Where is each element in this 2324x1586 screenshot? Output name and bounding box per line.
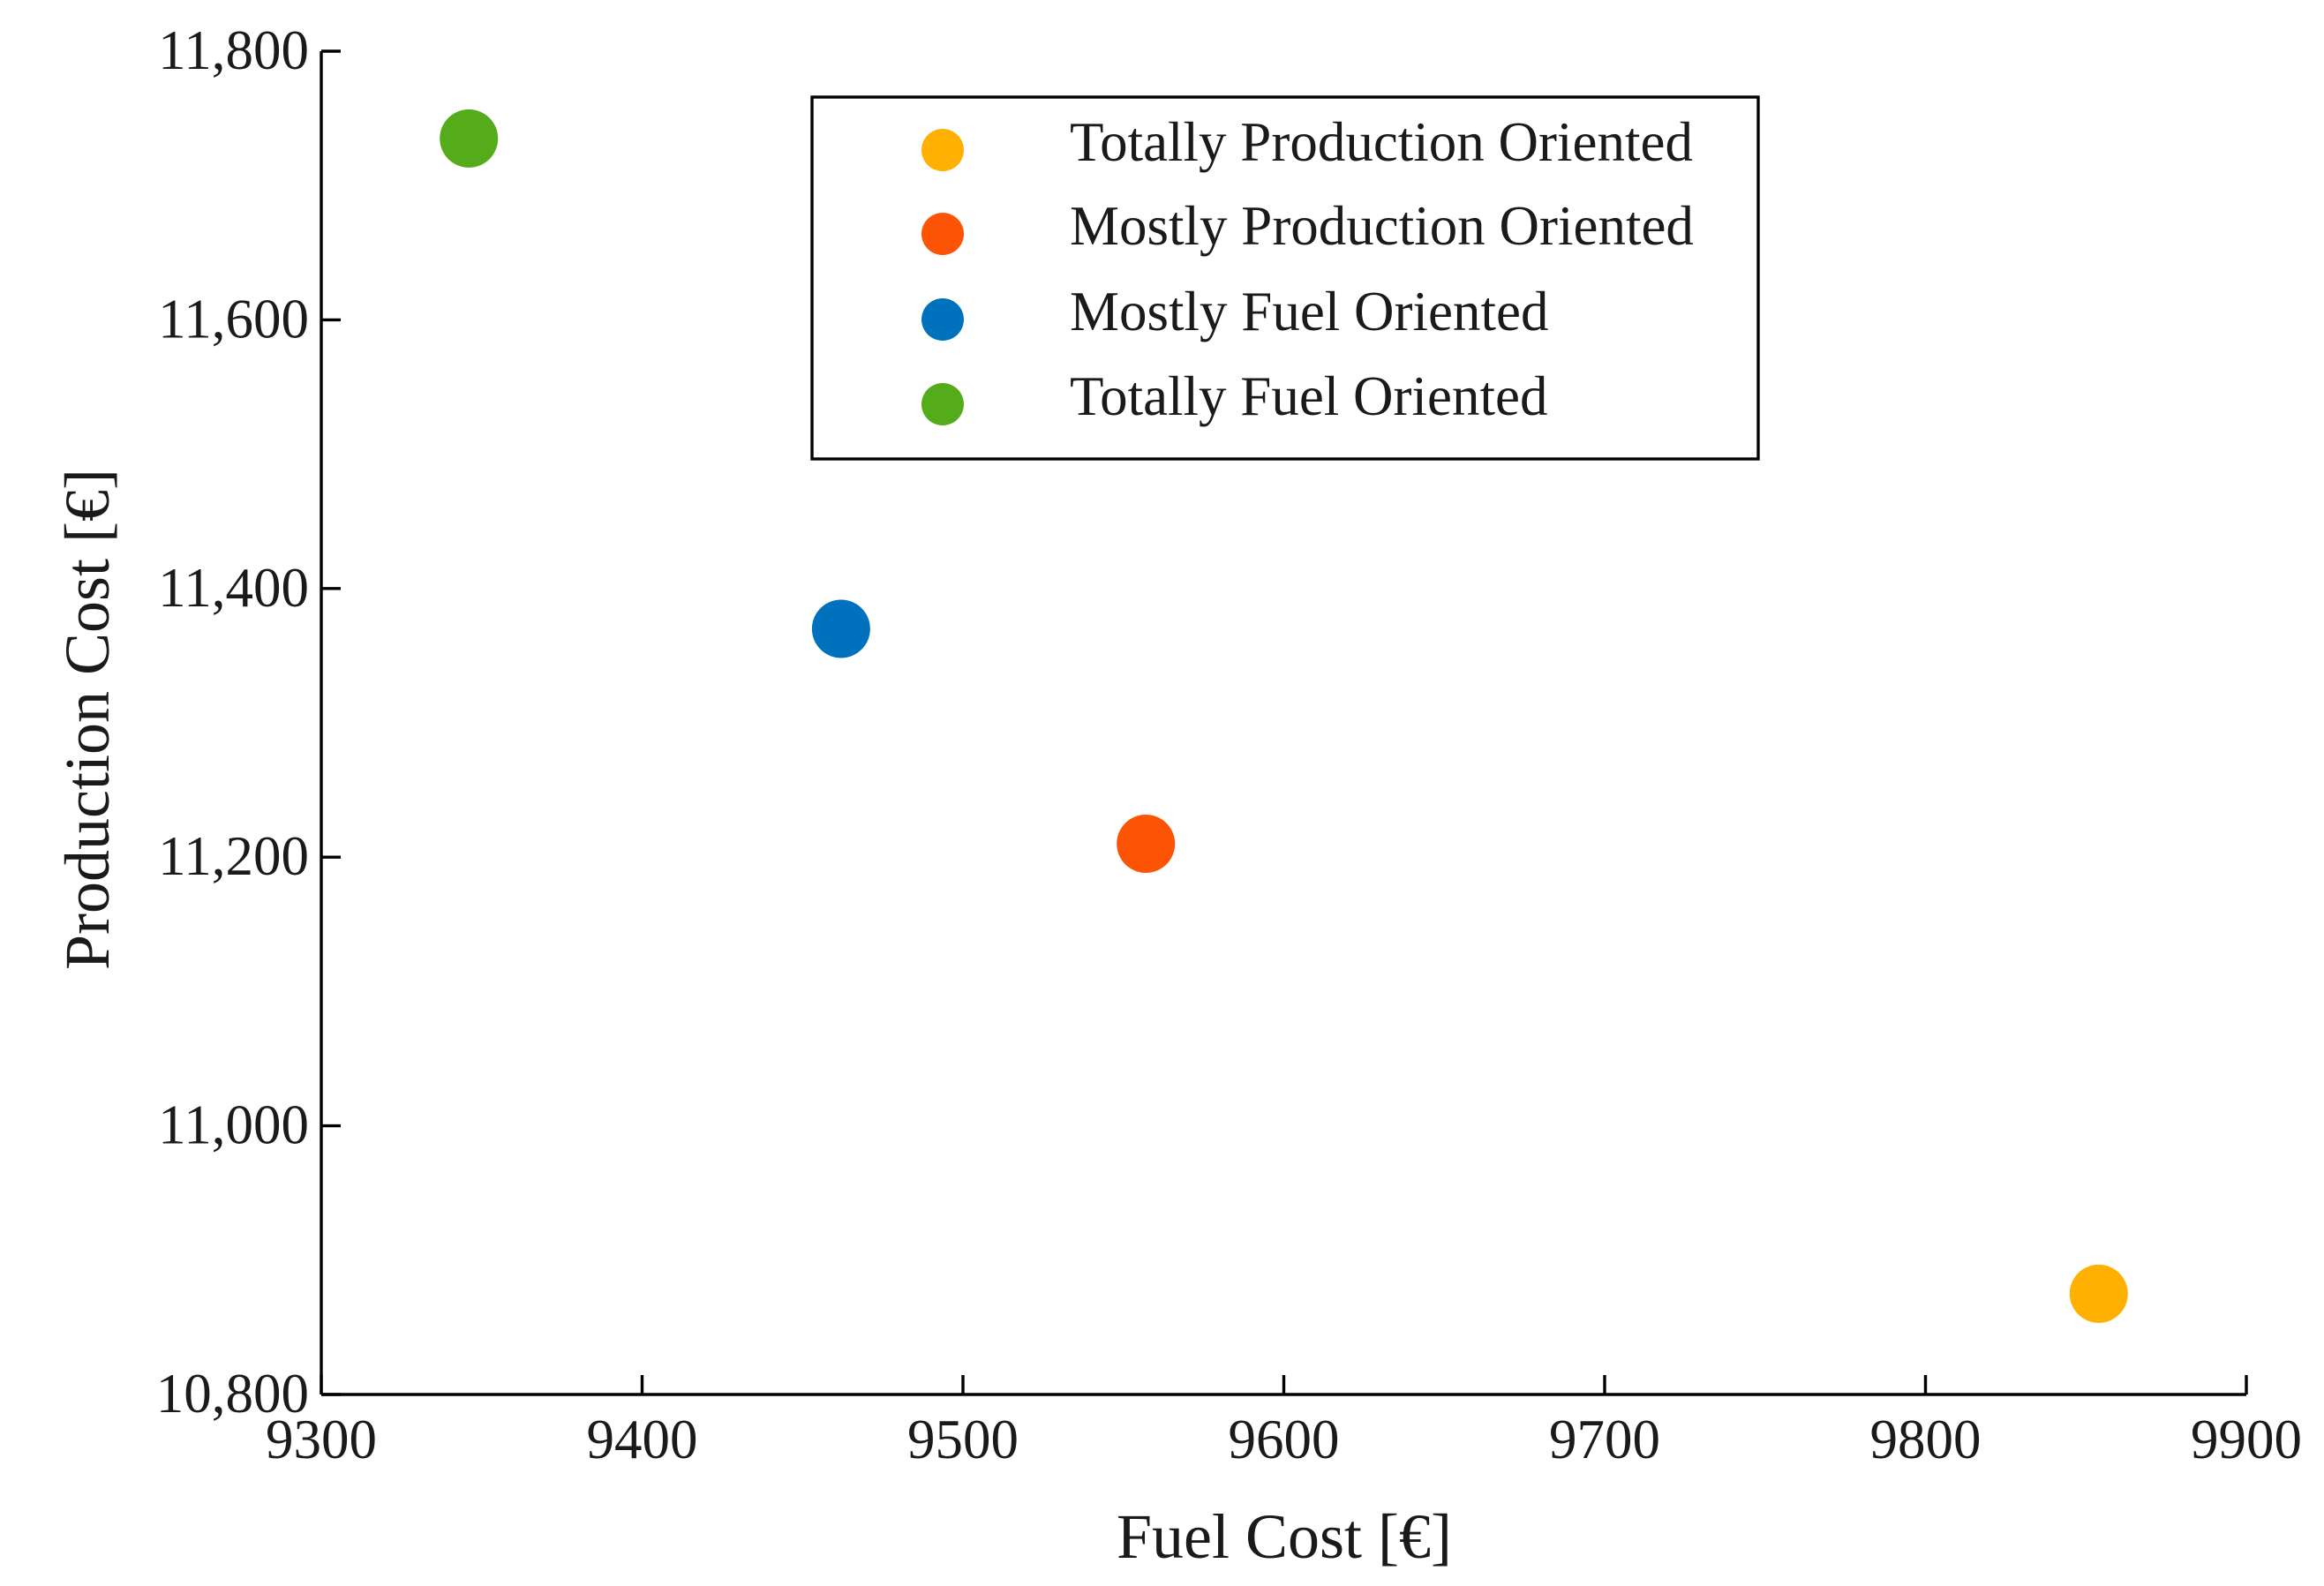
y-tick-label: 11,000 <box>158 1094 309 1156</box>
x-axis-title: Fuel Cost [€] <box>1117 1501 1452 1572</box>
x-tick-label: 9300 <box>266 1409 377 1470</box>
legend-box <box>810 95 1760 461</box>
data-point <box>440 109 499 168</box>
legend-label: Totally Fuel Oriented <box>1070 365 1547 427</box>
legend-label: Totally Production Oriented <box>1070 111 1693 173</box>
legend-marker <box>921 213 964 255</box>
y-tick-label: 10,800 <box>156 1363 309 1424</box>
x-ticks: 9300 9400 9500 9600 9700 9800 9900 <box>266 1375 2302 1470</box>
legend: Totally Production Oriented Mostly Produc… <box>810 95 1760 461</box>
y-tick-label: 11,400 <box>158 557 309 619</box>
legend-marker <box>921 383 964 425</box>
x-tick-label: 9800 <box>1870 1409 1982 1470</box>
legend-marker <box>921 129 964 171</box>
x-tick-label: 9400 <box>587 1409 698 1470</box>
y-ticks: 10,800 11,000 11,200 11,400 11,600 11,800 <box>156 19 341 1424</box>
x-tick-label: 9900 <box>2191 1409 2302 1470</box>
data-point <box>811 599 870 658</box>
y-axis-title: Production Cost [€] <box>52 469 123 970</box>
x-tick-label: 9500 <box>907 1409 1019 1470</box>
x-tick-label: 9700 <box>1549 1409 1660 1470</box>
y-tick-label: 11,600 <box>158 288 309 350</box>
x-tick-label: 9600 <box>1229 1409 1340 1470</box>
data-point <box>1117 814 1176 873</box>
data-points <box>440 109 2128 1323</box>
y-tick-label: 11,200 <box>158 825 309 887</box>
y-tick-label: 11,800 <box>158 19 309 81</box>
legend-marker <box>921 298 964 341</box>
legend-label: Mostly Fuel Oriented <box>1070 281 1548 342</box>
legend-label: Mostly Production Oriented <box>1070 195 1694 257</box>
data-point <box>2069 1264 2128 1323</box>
